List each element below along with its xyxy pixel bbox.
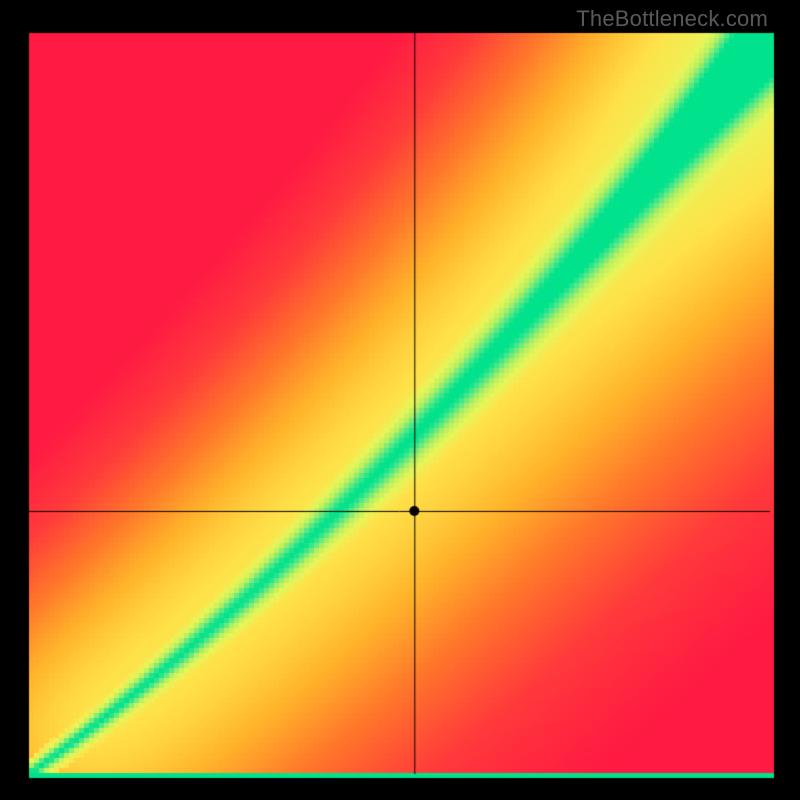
watermark-text: TheBottleneck.com (576, 6, 768, 32)
bottleneck-heatmap (0, 0, 800, 800)
